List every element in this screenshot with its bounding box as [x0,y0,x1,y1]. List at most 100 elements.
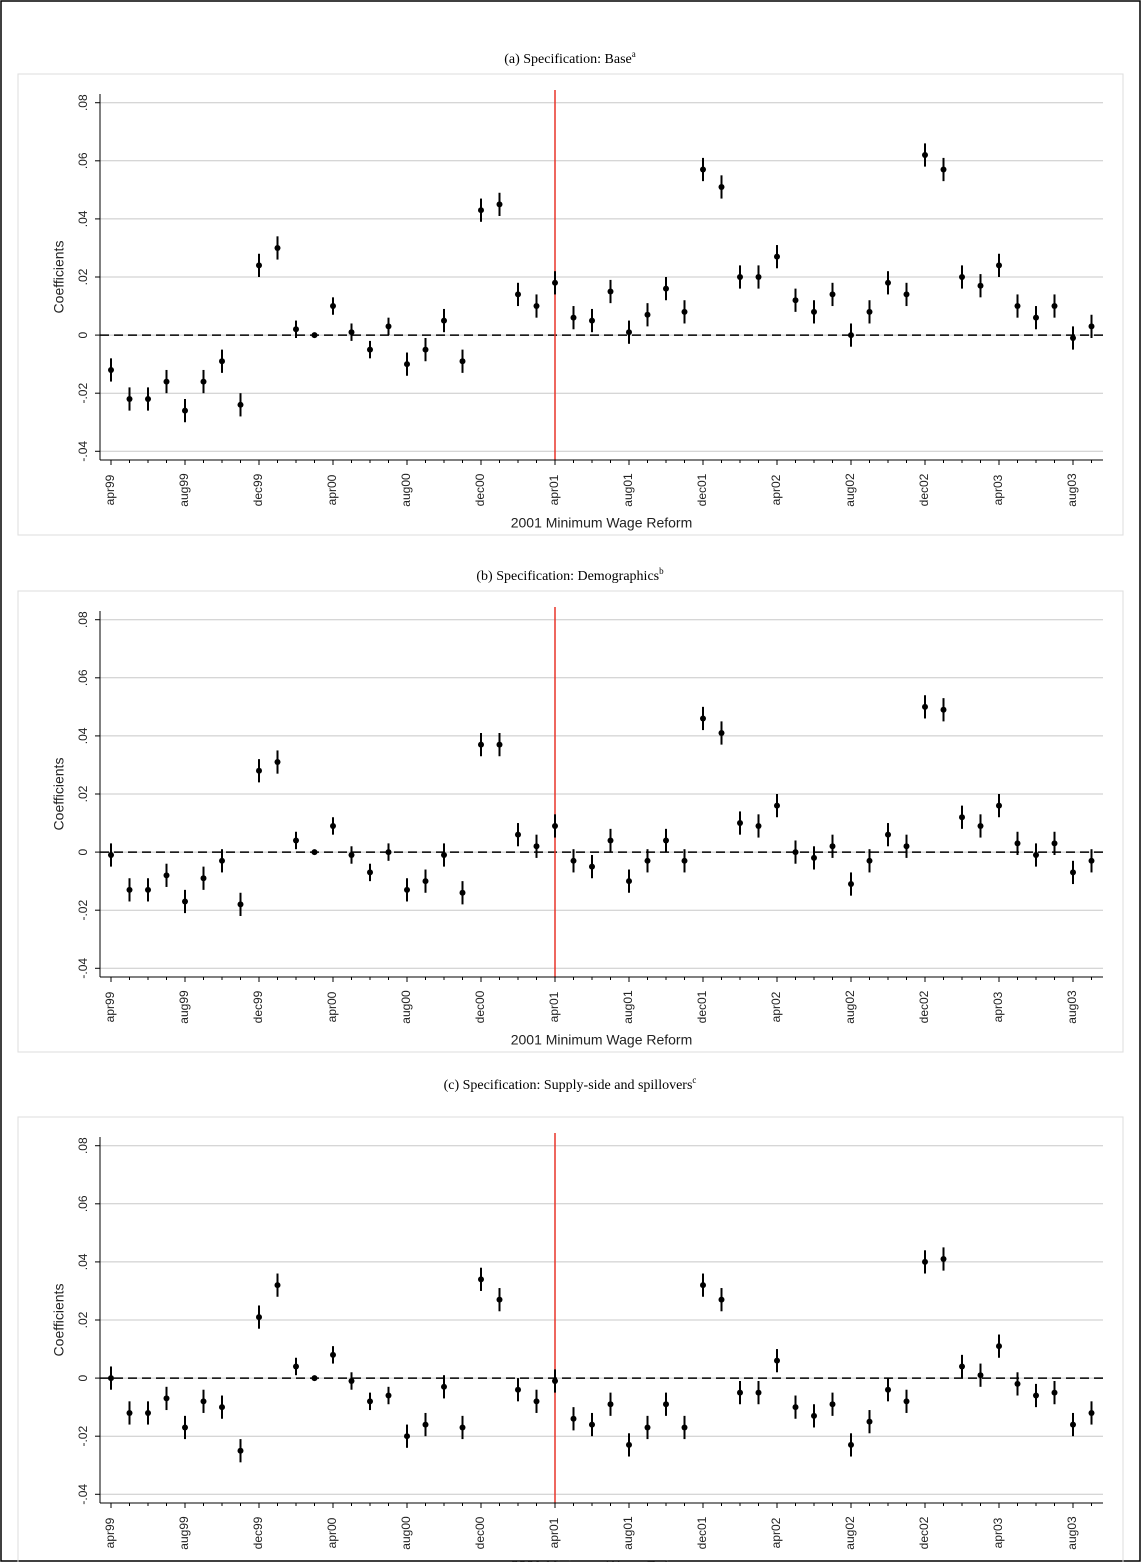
panel-frame [17,590,1124,1053]
point [311,332,318,339]
y-tick-label: .08 [76,94,90,111]
point [163,378,170,385]
point [737,274,743,280]
y-tick-label: 0 [76,1374,90,1381]
point [792,297,799,304]
point [644,1424,651,1431]
panel-title-note: a [632,49,636,59]
point [422,346,429,353]
x-tick-label: apr02 [769,474,783,505]
point [663,285,669,292]
point [922,703,928,710]
x-tick-label: aug01 [621,473,635,507]
point [496,741,503,748]
panel-title-text: (a) Specification: Base [504,52,632,67]
point [589,317,595,324]
point [126,396,133,402]
point [792,1404,799,1411]
y-tick-label: .04 [76,1253,90,1270]
y-tick-label: -.02 [76,1426,90,1447]
point [367,346,373,353]
point [589,863,595,870]
point [515,1386,521,1393]
point [200,875,207,882]
point [959,1363,965,1370]
point [367,1398,373,1405]
x-tick-label: aug00 [399,1516,413,1550]
x-tick-label: apr00 [325,991,339,1022]
point [774,802,780,809]
point [1014,303,1021,310]
y-tick-label: -.02 [76,900,90,921]
point [496,201,503,208]
point [848,881,854,888]
x-tick-label: dec02 [917,473,931,506]
point [626,329,632,336]
y-axis-label: Coefficients [51,758,67,831]
x-tick-label: dec02 [917,990,931,1023]
point [959,274,965,280]
y-axis-label: Coefficients [51,1284,67,1357]
point [829,843,836,850]
point [404,361,410,368]
point [718,730,725,736]
point [552,1378,558,1384]
point [700,166,706,173]
point [866,857,873,864]
x-tick-label: apr01 [547,474,561,505]
point [385,323,392,330]
point [367,869,373,876]
point [441,317,447,324]
x-tick-label: dec02 [917,1516,931,1549]
y-tick-label: .08 [76,1137,90,1154]
point [441,852,447,858]
x-tick-label: dec99 [251,1516,265,1549]
x-tick-label: aug03 [1065,990,1079,1024]
point [607,288,614,295]
y-tick-label: .06 [76,669,90,686]
point [348,329,355,336]
point [311,849,318,856]
x-axis-label: 2001 Minimum Wage Reform [511,1032,693,1048]
x-tick-label: aug02 [843,990,857,1024]
point [200,378,207,385]
point [219,857,225,864]
point [607,1401,614,1408]
point [977,282,984,289]
panel-title-note: b [659,566,664,576]
point [552,279,558,286]
point [1033,314,1039,321]
point [330,822,336,829]
point [940,706,947,713]
point [237,901,244,908]
point [774,253,780,260]
point [422,878,429,885]
point [1070,335,1076,341]
point [126,886,133,893]
y-tick-label: .04 [76,210,90,227]
point [108,852,114,858]
x-tick-label: aug99 [177,473,191,507]
point [404,886,410,893]
panel-title-text: (b) Specification: Demographics [476,569,659,584]
x-tick-label: apr03 [991,474,1005,505]
point [1070,1421,1076,1428]
point [552,822,558,829]
point [903,843,910,850]
point [848,332,854,339]
point [256,262,262,269]
point [459,889,466,896]
x-tick-label: dec01 [695,1516,709,1549]
point [219,1404,225,1411]
point [1033,1392,1039,1399]
point [570,314,577,321]
point [108,1375,114,1382]
point [1051,303,1058,310]
point [182,898,188,905]
point [496,1296,503,1303]
point [274,759,281,766]
point [478,207,484,214]
point [145,1409,151,1416]
y-tick-label: .02 [76,1311,90,1328]
